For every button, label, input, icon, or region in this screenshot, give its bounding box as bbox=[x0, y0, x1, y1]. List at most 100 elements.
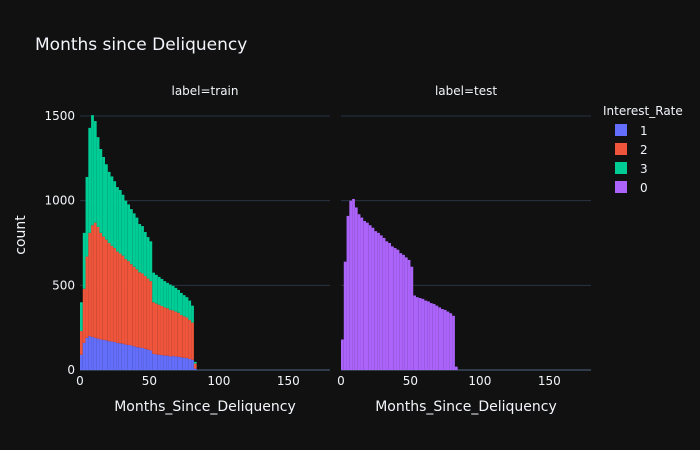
bar-series-3 bbox=[91, 115, 94, 226]
facet-label-train: label=train bbox=[171, 84, 238, 98]
bar-series-1 bbox=[105, 340, 108, 370]
bar-series-1 bbox=[85, 337, 89, 370]
bar-series-0 bbox=[449, 313, 453, 370]
bar-series-1 bbox=[182, 357, 186, 370]
legend-items: 1 2 3 0 bbox=[615, 124, 648, 195]
x-axis-title-train: Months_Since_Deliquency bbox=[114, 399, 296, 415]
bar-series-3 bbox=[110, 176, 114, 246]
bar-series-2 bbox=[132, 266, 136, 347]
bar-series-1 bbox=[163, 355, 167, 370]
bar-series-0 bbox=[368, 225, 372, 370]
bar-series-0 bbox=[360, 217, 364, 370]
bar-series-3 bbox=[193, 361, 197, 364]
bar-series-0 bbox=[366, 222, 369, 370]
bar-series-0 bbox=[446, 311, 450, 370]
bar-series-2 bbox=[177, 312, 180, 357]
bar-series-2 bbox=[116, 251, 119, 343]
legend: Interest_Rate 1 2 3 0 bbox=[603, 104, 683, 195]
legend-swatch-3[interactable] bbox=[615, 162, 627, 174]
bar-series-1 bbox=[185, 358, 189, 370]
bar-series-1 bbox=[152, 353, 155, 370]
bar-series-0 bbox=[399, 253, 403, 370]
bar-series-3 bbox=[107, 171, 111, 243]
bar-series-0 bbox=[452, 315, 455, 370]
bar-series-1 bbox=[107, 341, 111, 370]
bar-series-0 bbox=[421, 298, 425, 370]
legend-label-0[interactable]: 0 bbox=[640, 181, 648, 195]
x-tick-label: 150 bbox=[538, 374, 561, 388]
bar-series-1 bbox=[141, 347, 144, 370]
bar-series-0 bbox=[388, 243, 391, 370]
bar-series-1 bbox=[193, 368, 197, 370]
chart-title: Months since Deliquency bbox=[35, 35, 247, 55]
bar-series-1 bbox=[102, 339, 105, 370]
bar-series-3 bbox=[93, 121, 97, 223]
bar-series-2 bbox=[182, 316, 186, 358]
bar-series-3 bbox=[138, 224, 142, 273]
bars-train bbox=[80, 115, 197, 370]
bar-series-1 bbox=[121, 343, 125, 370]
bar-series-2 bbox=[80, 331, 83, 355]
bar-series-2 bbox=[193, 363, 197, 369]
legend-title: Interest_Rate bbox=[603, 104, 683, 118]
x-tick-label: 50 bbox=[403, 374, 418, 388]
bar-series-2 bbox=[152, 302, 155, 354]
bar-series-0 bbox=[341, 339, 344, 370]
x-tick-label: 50 bbox=[142, 374, 157, 388]
bar-series-1 bbox=[157, 354, 161, 370]
bar-series-1 bbox=[110, 341, 114, 370]
bar-series-1 bbox=[91, 336, 94, 370]
bar-series-2 bbox=[146, 278, 150, 350]
bar-series-1 bbox=[80, 354, 83, 370]
bar-series-1 bbox=[171, 356, 175, 370]
bar-series-0 bbox=[427, 301, 430, 370]
bar-series-0 bbox=[382, 237, 386, 370]
legend-swatch-0[interactable] bbox=[615, 181, 627, 193]
bar-series-0 bbox=[441, 309, 444, 370]
facet-label-test: label=test bbox=[435, 84, 497, 98]
bar-series-1 bbox=[127, 344, 130, 370]
bar-series-3 bbox=[132, 213, 136, 267]
bar-series-3 bbox=[118, 190, 122, 254]
bar-series-2 bbox=[149, 281, 153, 351]
bar-series-1 bbox=[143, 348, 147, 370]
legend-label-3[interactable]: 3 bbox=[640, 162, 648, 176]
bar-series-2 bbox=[130, 264, 133, 346]
bar-series-0 bbox=[352, 198, 355, 370]
bar-series-0 bbox=[418, 298, 422, 370]
bar-series-3 bbox=[171, 285, 175, 311]
bar-series-2 bbox=[185, 317, 189, 359]
legend-label-1[interactable]: 1 bbox=[640, 124, 648, 138]
bar-series-3 bbox=[191, 305, 194, 323]
bar-series-2 bbox=[166, 308, 169, 356]
bar-series-2 bbox=[168, 309, 172, 357]
bar-series-3 bbox=[96, 137, 100, 227]
x-ticks-test: 0 50 100 150 bbox=[337, 374, 561, 388]
bar-series-1 bbox=[132, 346, 136, 370]
bar-series-2 bbox=[135, 269, 139, 348]
bar-series-3 bbox=[105, 164, 108, 240]
bar-series-1 bbox=[124, 344, 128, 370]
bar-series-3 bbox=[146, 237, 150, 279]
bar-series-0 bbox=[346, 215, 350, 370]
x-tick-label: 150 bbox=[277, 374, 300, 388]
x-tick-label: 100 bbox=[207, 374, 230, 388]
bar-series-2 bbox=[138, 272, 142, 348]
bar-series-1 bbox=[180, 357, 183, 370]
y-tick-label: 1500 bbox=[44, 109, 75, 123]
bar-series-0 bbox=[377, 232, 380, 370]
x-tick-label: 0 bbox=[337, 374, 345, 388]
bar-series-3 bbox=[135, 217, 139, 270]
legend-label-2[interactable]: 2 bbox=[640, 143, 648, 157]
bar-series-2 bbox=[105, 239, 108, 341]
y-tick-label: 0 bbox=[67, 363, 75, 377]
bar-series-0 bbox=[363, 220, 366, 370]
bar-series-1 bbox=[168, 356, 172, 370]
bar-series-0 bbox=[438, 307, 441, 370]
bar-series-2 bbox=[124, 259, 128, 345]
bar-series-1 bbox=[96, 338, 100, 370]
legend-swatch-1[interactable] bbox=[615, 124, 627, 136]
legend-swatch-2[interactable] bbox=[615, 143, 627, 155]
bar-series-3 bbox=[166, 282, 169, 309]
bar-series-0 bbox=[416, 297, 419, 370]
